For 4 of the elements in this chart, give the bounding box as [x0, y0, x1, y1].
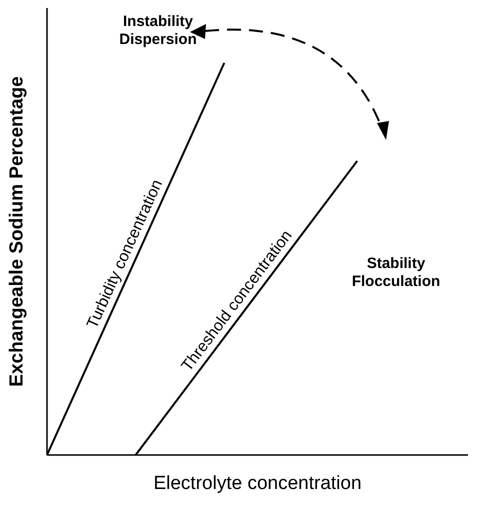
annotation: Stability Flocculation — [352, 255, 440, 290]
x-axis-title: Electrolyte concentration — [153, 473, 362, 494]
text: Instability Dispersion — [119, 13, 197, 48]
y-axis-title: Exchangeable Sodium Percentage — [6, 76, 28, 387]
